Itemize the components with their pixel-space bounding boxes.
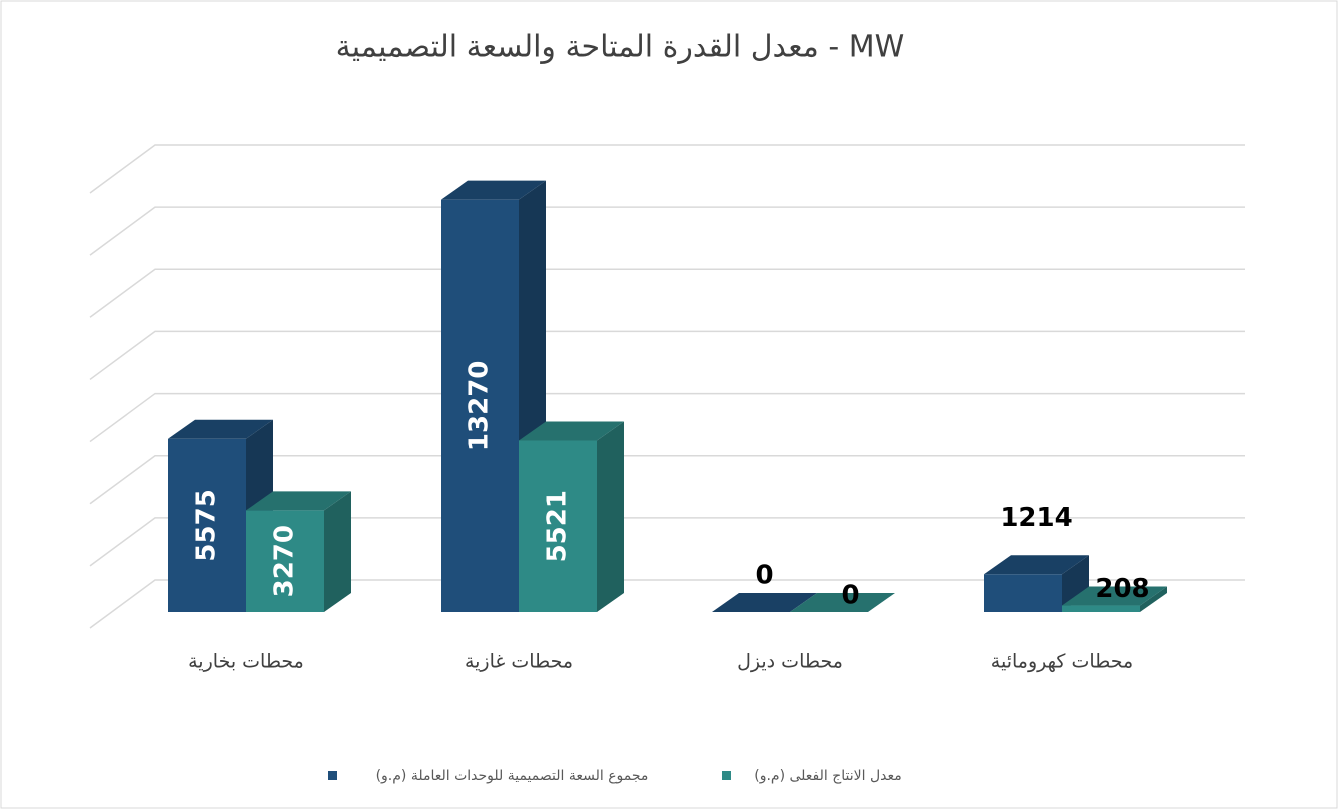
legend-label: معدل الانتاج الفعلى (م.و) [754,768,902,784]
data-label: 1214 [1000,503,1072,533]
data-label: 3270 [270,525,300,597]
x-tick-label: محطات بخارية [188,651,304,673]
chart-title: معدل القدرة المتاحة والسعة التصميمية - M… [336,30,905,65]
legend-swatch [328,771,337,780]
bar-side [1140,586,1167,612]
grid-line [89,330,1245,381]
grid-line [89,144,1245,194]
bar-top [168,419,273,439]
grid-line [89,392,1245,443]
bar-side [324,491,351,612]
bar-top [790,593,895,612]
x-tick-label: محطات غازية [465,651,573,673]
data-label: 0 [841,581,859,611]
bar [1062,605,1140,612]
bar-top [246,491,351,511]
grid-line [89,517,1245,567]
bar-side [597,421,624,612]
grid-line [89,206,1245,256]
bar-top [441,180,546,200]
legend-swatch [722,771,731,780]
bar-top [984,555,1089,575]
bar-top [1062,586,1167,606]
x-tick-label: محطات ديزل [737,651,843,673]
x-tick-label: محطات كهرومائية [991,651,1133,673]
data-label: 0 [755,561,773,591]
grid-line [89,579,1245,629]
bar-side [1062,555,1089,612]
data-label: 5521 [543,490,573,562]
data-label: 13270 [465,361,495,451]
bar [168,438,246,612]
bar-top [712,593,817,612]
bar [519,440,597,612]
bar [246,510,324,612]
legend-label: مجموع السعة التصميمية للوحدات العاملة (م… [376,768,649,784]
grid-line [89,454,1245,505]
data-label: 5575 [192,489,222,561]
bar-top [519,421,624,441]
bar [441,199,519,613]
data-label: 208 [1095,574,1149,604]
grid-line [89,268,1245,318]
bar [984,574,1062,612]
